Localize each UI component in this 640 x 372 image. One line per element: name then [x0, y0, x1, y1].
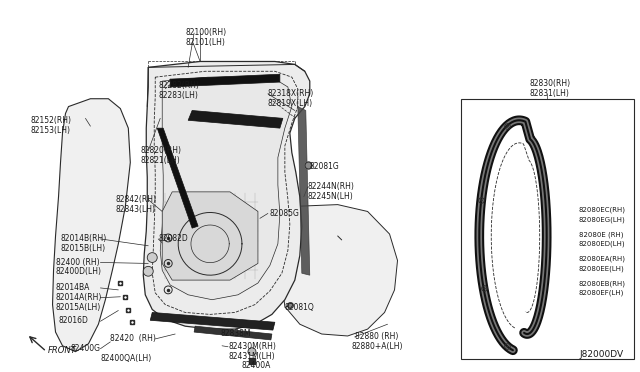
Polygon shape: [162, 192, 258, 280]
Text: 82318X(RH): 82318X(RH): [268, 89, 314, 98]
Text: 82100(RH): 82100(RH): [185, 28, 227, 37]
Text: 82080EA(RH): 82080EA(RH): [579, 256, 626, 262]
Text: 82080EB(RH): 82080EB(RH): [579, 280, 626, 286]
Text: 82080E (RH): 82080E (RH): [579, 231, 623, 238]
Text: 82015B(LH): 82015B(LH): [61, 244, 106, 253]
Text: 82430M(RH): 82430M(RH): [228, 342, 276, 351]
Text: 82014A(RH): 82014A(RH): [56, 293, 102, 302]
Polygon shape: [188, 110, 283, 128]
Text: 82080EG(LH): 82080EG(LH): [579, 217, 626, 223]
Text: 82101(LH): 82101(LH): [185, 38, 225, 47]
Polygon shape: [160, 77, 292, 300]
Circle shape: [248, 348, 256, 356]
Text: 82400 (RH): 82400 (RH): [56, 257, 99, 267]
Text: 82080ED(LH): 82080ED(LH): [579, 241, 626, 247]
Polygon shape: [298, 106, 310, 275]
Polygon shape: [52, 99, 131, 352]
Text: 82830(RH): 82830(RH): [529, 79, 570, 88]
Text: 82082D: 82082D: [158, 234, 188, 243]
Bar: [461, 99, 634, 359]
Text: FRONT: FRONT: [47, 346, 76, 355]
Polygon shape: [150, 312, 275, 330]
Text: 82080EE(LH): 82080EE(LH): [579, 265, 625, 272]
Text: 82880 (RH): 82880 (RH): [355, 332, 398, 341]
Polygon shape: [282, 205, 397, 336]
Text: 82282(RH): 82282(RH): [158, 81, 199, 90]
Text: 82152(RH): 82152(RH): [31, 116, 72, 125]
Text: 82843(LH): 82843(LH): [115, 205, 156, 214]
Text: 82880+A(LH): 82880+A(LH): [351, 342, 403, 351]
Text: 82081Q: 82081Q: [285, 303, 315, 312]
Text: 82820(RH): 82820(RH): [140, 146, 181, 155]
Text: 82080EC(RH): 82080EC(RH): [579, 206, 626, 213]
Polygon shape: [157, 128, 198, 228]
Text: 82015A(LH): 82015A(LH): [56, 303, 100, 312]
Circle shape: [143, 266, 153, 276]
Text: 82014B(RH): 82014B(RH): [61, 234, 107, 243]
Text: 82819X(LH): 82819X(LH): [268, 99, 313, 108]
Text: 82245N(LH): 82245N(LH): [308, 192, 353, 201]
Text: 82400QA(LH): 82400QA(LH): [100, 354, 152, 363]
Polygon shape: [170, 74, 280, 87]
Text: 82014BA: 82014BA: [56, 283, 90, 292]
Polygon shape: [194, 326, 272, 340]
Text: 82842(RH): 82842(RH): [115, 195, 156, 204]
Text: 82153(LH): 82153(LH): [31, 126, 70, 135]
Text: 82283(LH): 82283(LH): [158, 91, 198, 100]
Text: 82244N(RH): 82244N(RH): [308, 182, 355, 191]
Text: 82080EF(LH): 82080EF(LH): [579, 290, 625, 296]
Polygon shape: [143, 61, 310, 329]
Text: 82016D: 82016D: [58, 316, 88, 326]
Text: 82085G: 82085G: [270, 209, 300, 218]
Text: 82831(LH): 82831(LH): [529, 89, 569, 98]
Text: 82821(LH): 82821(LH): [140, 155, 180, 164]
Text: 82400D(LH): 82400D(LH): [56, 267, 102, 276]
Text: J82000DV: J82000DV: [580, 350, 624, 359]
Text: 82420  (RH): 82420 (RH): [110, 334, 156, 343]
Text: 82400A: 82400A: [242, 362, 271, 371]
Text: 82838M: 82838M: [220, 329, 250, 338]
Text: 82400G: 82400G: [70, 344, 100, 353]
Text: 82431M(LH): 82431M(LH): [228, 352, 275, 361]
Text: 82081G: 82081G: [310, 163, 340, 171]
Circle shape: [147, 253, 157, 263]
